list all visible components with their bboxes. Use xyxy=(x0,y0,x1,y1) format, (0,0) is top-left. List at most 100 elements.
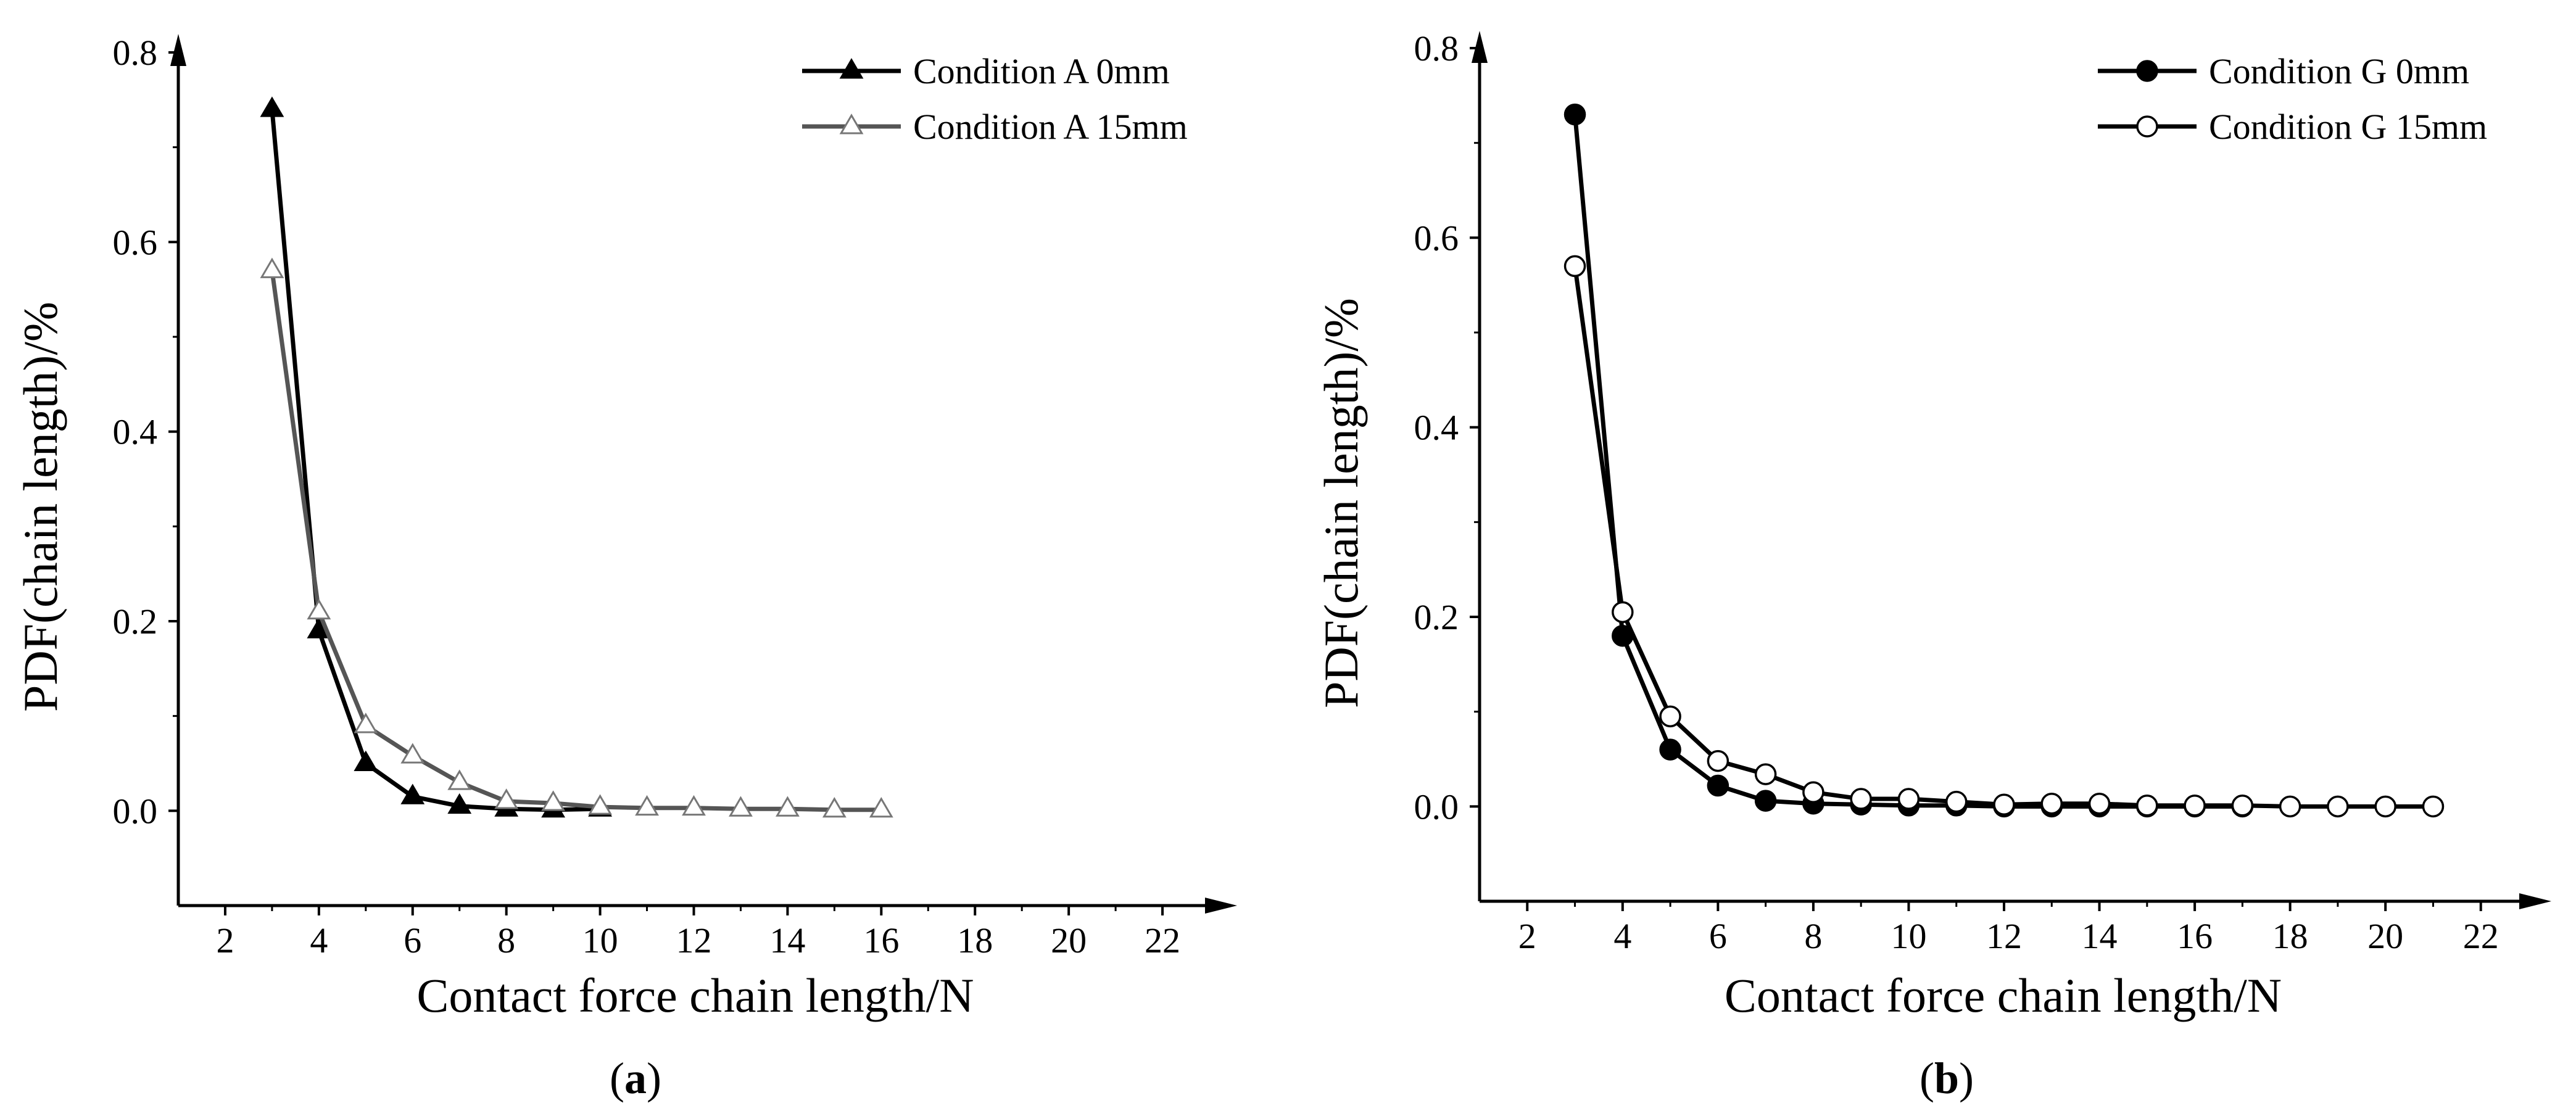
series-line xyxy=(1573,114,2243,809)
data-point xyxy=(307,598,331,620)
data-point xyxy=(260,257,284,278)
series-line xyxy=(1573,265,2433,809)
panel-label: (b) xyxy=(1920,1054,1974,1103)
y-tick-label: 0.8 xyxy=(1414,28,1459,68)
y-axis-title: PDF(chain length)/% xyxy=(1314,298,1368,708)
data-point xyxy=(1659,705,1681,728)
chart-panel-b: 2 4 6 8 10 12 14 16 18 20 22 0.0 0.2 0.4 0.6 0.8 Contact… xyxy=(1314,28,2551,1103)
panel-label-prefix: ( xyxy=(610,1054,624,1103)
x-tick-label: 12 xyxy=(1986,916,2022,956)
data-point xyxy=(1707,774,1729,797)
data-point xyxy=(1707,750,1729,772)
data-point xyxy=(354,750,378,771)
y-tick-label: 0.4 xyxy=(1414,408,1459,448)
x-tick-label: 12 xyxy=(676,920,712,960)
data-point xyxy=(682,795,706,816)
data-point xyxy=(1563,103,1586,126)
x-tick-label: 8 xyxy=(1804,916,1822,956)
legend-marker xyxy=(839,114,864,134)
data-point xyxy=(2231,795,2254,817)
data-point xyxy=(822,796,847,818)
data-point xyxy=(2040,792,2063,815)
data-point xyxy=(447,769,472,790)
data-point xyxy=(1754,790,1777,812)
legend: Condition A 0mm Condition A 15mm xyxy=(802,51,1188,147)
x-tick-label: 14 xyxy=(2082,916,2118,956)
x-tick-label: 22 xyxy=(2463,916,2499,956)
data-point xyxy=(869,796,893,818)
y-tick-label: 0.4 xyxy=(113,412,158,452)
panel-label-letter: a xyxy=(624,1054,647,1103)
x-tick-label: 2 xyxy=(1518,916,1536,956)
panel-label-suffix: ) xyxy=(647,1054,661,1103)
data-point xyxy=(1897,788,1920,810)
data-point xyxy=(1945,790,1968,813)
legend: Condition G 0mm Condition G 15mm xyxy=(2098,51,2487,147)
x-tick-label: 22 xyxy=(1145,920,1180,960)
data-point xyxy=(1850,788,1872,810)
data-point xyxy=(2279,795,2301,818)
x-tick-label: 14 xyxy=(769,920,805,960)
data-point xyxy=(400,743,425,764)
x-tick-label: 18 xyxy=(957,920,993,960)
y-tick-label: 0.2 xyxy=(113,601,158,642)
y-tick-label: 0.6 xyxy=(1414,218,1459,258)
legend-label: Condition A 0mm xyxy=(913,51,1170,91)
data-point xyxy=(1754,763,1777,785)
x-tick-label: 6 xyxy=(1709,916,1727,956)
chart-panel-a: 2 4 6 8 10 12 14 16 18 20 22 0.0 0.2 0.4 0.6 0.8 Contact… xyxy=(14,33,1237,1103)
legend-marker xyxy=(839,58,864,79)
data-point xyxy=(2374,795,2396,818)
data-point xyxy=(775,796,800,817)
data-point xyxy=(354,712,378,733)
data-point xyxy=(447,793,472,814)
data-point xyxy=(1993,793,2015,816)
y-tick-label: 0.0 xyxy=(1414,787,1459,827)
x-axis-title: Contact force chain length/N xyxy=(1725,969,2282,1022)
y-tick-label: 0.0 xyxy=(113,791,158,831)
data-point xyxy=(400,783,425,804)
x-axis-title: Contact force chain length/N xyxy=(416,969,974,1022)
x-axis-arrow xyxy=(1205,898,1237,914)
data-point xyxy=(1612,601,1634,624)
data-point xyxy=(1563,255,1586,278)
x-tick-label: 4 xyxy=(310,920,328,960)
legend-marker xyxy=(2136,115,2158,138)
data-point xyxy=(2422,795,2445,818)
y-tick-label: 0.6 xyxy=(113,222,158,262)
legend-label: Condition G 15mm xyxy=(2209,107,2487,147)
x-axis-arrow xyxy=(2519,893,2551,909)
panel-label-letter: b xyxy=(1934,1054,1959,1103)
panel-label: (a) xyxy=(610,1054,661,1103)
x-tick-label: 20 xyxy=(2367,916,2403,956)
x-tick-label: 10 xyxy=(582,920,618,960)
y-tick-label: 0.8 xyxy=(113,33,158,73)
x-tick-label: 6 xyxy=(404,920,421,960)
x-tick-label: 2 xyxy=(216,920,234,960)
data-point xyxy=(2327,795,2349,818)
data-point xyxy=(541,790,566,811)
y-axis-title: PDF(chain length)/% xyxy=(14,302,67,712)
y-tick-label: 0.2 xyxy=(1414,597,1459,637)
x-tick-label: 16 xyxy=(2177,916,2213,956)
y-axis-arrow xyxy=(170,34,186,66)
legend-label: Condition G 0mm xyxy=(2209,51,2469,91)
panel-label-prefix: ( xyxy=(1920,1054,1934,1103)
x-tick-label: 4 xyxy=(1613,916,1631,956)
legend-marker xyxy=(2136,60,2158,82)
series-1 xyxy=(1563,255,2445,818)
panel-label-suffix: ) xyxy=(1959,1054,1974,1103)
data-point xyxy=(1802,781,1824,804)
series-1 xyxy=(260,257,893,818)
data-point xyxy=(1659,738,1681,761)
legend-label: Condition A 15mm xyxy=(913,107,1188,147)
x-tick-label: 18 xyxy=(2272,916,2308,956)
series-0 xyxy=(260,96,613,818)
x-tick-label: 8 xyxy=(497,920,515,960)
data-point xyxy=(2136,795,2158,817)
x-tick-label: 10 xyxy=(1891,916,1926,956)
data-point xyxy=(2184,795,2206,817)
data-point xyxy=(729,796,753,817)
x-tick-label: 16 xyxy=(863,920,899,960)
